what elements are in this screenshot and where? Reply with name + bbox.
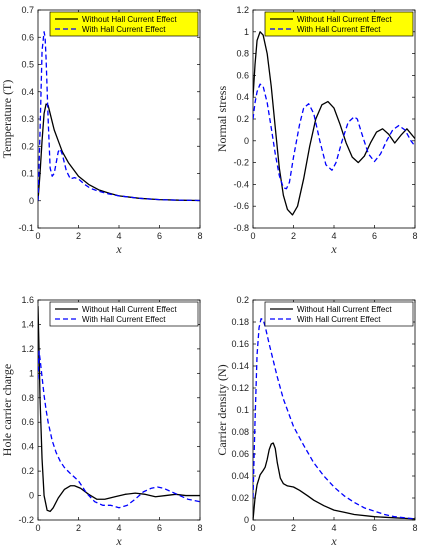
legend-label: With Hall Current Effect xyxy=(82,25,166,34)
y-axis-label: Hole carrier charge xyxy=(0,364,14,456)
x-tick-label: 8 xyxy=(197,523,202,533)
y-tick-label: -0.6 xyxy=(233,201,249,211)
x-tick-label: 8 xyxy=(197,231,202,241)
legend-label: Without Hall Current Effect xyxy=(297,15,392,24)
series-line-with-hall xyxy=(38,31,200,202)
plot-frame xyxy=(252,9,416,229)
x-tick-label: 2 xyxy=(291,523,296,533)
chart-panel-4: 0 2 4 6 8 0 0.02 0.04 0.06 0.08 0.1 0.12 0.14 0.16 0.1… xyxy=(215,295,418,548)
x-tick-label: 2 xyxy=(76,231,81,241)
x-tick-label: 6 xyxy=(372,231,377,241)
series-line-without-hall xyxy=(253,442,415,520)
x-axis-label: x xyxy=(330,242,337,256)
y-tick-label: 0.12 xyxy=(231,383,249,393)
x-tick-label: 8 xyxy=(412,523,417,533)
y-tick-label: 0.02 xyxy=(231,493,249,503)
legend-label: With Hall Current Effect xyxy=(297,25,381,34)
y-tick-label: 1 xyxy=(29,368,34,378)
y-axis-label: Normal stress xyxy=(215,86,229,153)
series-line-with-hall xyxy=(253,318,415,520)
chart-panel-1: 0 2 4 6 8-0.100.10.20.30.40.50.60.7xTemperat… xyxy=(0,5,203,256)
y-tick-label: 0.18 xyxy=(231,317,249,327)
y-tick-label: 0.2 xyxy=(21,466,34,476)
y-tick-label: 1.4 xyxy=(21,319,34,329)
y-tick-label: 0.06 xyxy=(231,449,249,459)
y-tick-label: 0.1 xyxy=(21,169,34,179)
series-line-with-hall xyxy=(253,83,415,190)
legend-box xyxy=(264,11,414,37)
x-axis-label: x xyxy=(330,534,337,548)
y-tick-label: -0.8 xyxy=(233,223,249,233)
x-tick-label: 4 xyxy=(116,231,121,241)
y-tick-label: -0.2 xyxy=(18,515,34,525)
y-tick-label: 0.14 xyxy=(231,361,249,371)
series-line-without-hall xyxy=(38,306,200,513)
x-tick-label: 4 xyxy=(331,231,336,241)
x-tick-label: 0 xyxy=(35,231,40,241)
y-tick-label: 0.7 xyxy=(21,5,34,15)
y-axis-label: Temperature (T) xyxy=(0,80,14,159)
y-tick-label: 1.2 xyxy=(21,344,34,354)
x-tick-label: 0 xyxy=(250,231,255,241)
legend-box xyxy=(49,11,199,37)
legend-label: With Hall Current Effect xyxy=(82,315,166,324)
y-tick-label: 1.6 xyxy=(21,295,34,305)
y-tick-label: 0.08 xyxy=(231,427,249,437)
y-tick-label: 0.4 xyxy=(21,87,34,97)
y-tick-label: 0.6 xyxy=(21,32,34,42)
x-tick-label: 2 xyxy=(76,523,81,533)
x-tick-label: 6 xyxy=(157,523,162,533)
y-tick-label: 1.2 xyxy=(236,5,249,15)
y-tick-label: 1 xyxy=(244,27,249,37)
series-line-with-hall xyxy=(38,350,200,509)
series-line-without-hall xyxy=(38,103,200,202)
plot-frame xyxy=(37,9,201,229)
y-tick-label: 0.6 xyxy=(21,417,34,427)
y-tick-label: -0.1 xyxy=(18,223,34,233)
y-tick-label: 0.1 xyxy=(236,405,249,415)
legend-label: Without Hall Current Effect xyxy=(82,305,177,314)
y-tick-label: 0.2 xyxy=(21,141,34,151)
x-tick-label: 6 xyxy=(372,523,377,533)
y-axis-label: Carrier density (N) xyxy=(215,364,229,455)
plot-frame xyxy=(37,299,201,521)
y-tick-label: -0.2 xyxy=(233,158,249,168)
legend-box xyxy=(49,301,199,327)
x-tick-label: 4 xyxy=(116,523,121,533)
legend-label: With Hall Current Effect xyxy=(297,315,381,324)
x-tick-label: 4 xyxy=(331,523,336,533)
y-tick-label: 0.8 xyxy=(21,393,34,403)
x-tick-label: 0 xyxy=(250,523,255,533)
y-tick-label: 0.4 xyxy=(236,92,249,102)
y-tick-label: 0 xyxy=(244,515,249,525)
x-axis-label: x xyxy=(115,534,122,548)
y-tick-label: 0.6 xyxy=(236,70,249,80)
legend-label: Without Hall Current Effect xyxy=(297,305,392,314)
y-tick-label: 0.2 xyxy=(236,295,249,305)
x-tick-label: 8 xyxy=(412,231,417,241)
x-tick-label: 0 xyxy=(35,523,40,533)
y-tick-label: 0.5 xyxy=(21,60,34,70)
y-tick-label: 0.04 xyxy=(231,471,249,481)
y-tick-label: 0.3 xyxy=(21,114,34,124)
y-tick-label: 0.4 xyxy=(21,442,34,452)
plot-frame xyxy=(252,299,416,521)
chart-panel-2: 0 2 4 6 8 -0.8 -0.6 -0.4 -0.2 0 0.2 0.4 0.6 0.8 1 1.2 x N… xyxy=(215,5,418,256)
y-tick-label: -0.4 xyxy=(233,179,249,189)
x-tick-label: 6 xyxy=(157,231,162,241)
legend-label: Without Hall Current Effect xyxy=(82,15,177,24)
y-tick-label: 0 xyxy=(29,491,34,501)
y-tick-label: 0.8 xyxy=(236,49,249,59)
series-line-without-hall xyxy=(253,31,415,216)
legend-box xyxy=(264,301,414,327)
y-tick-label: 0.2 xyxy=(236,114,249,124)
y-tick-label: 0 xyxy=(29,196,34,206)
y-tick-label: 0 xyxy=(244,136,249,146)
y-tick-label: 0.16 xyxy=(231,339,249,349)
x-axis-label: x xyxy=(115,242,122,256)
x-tick-label: 2 xyxy=(291,231,296,241)
